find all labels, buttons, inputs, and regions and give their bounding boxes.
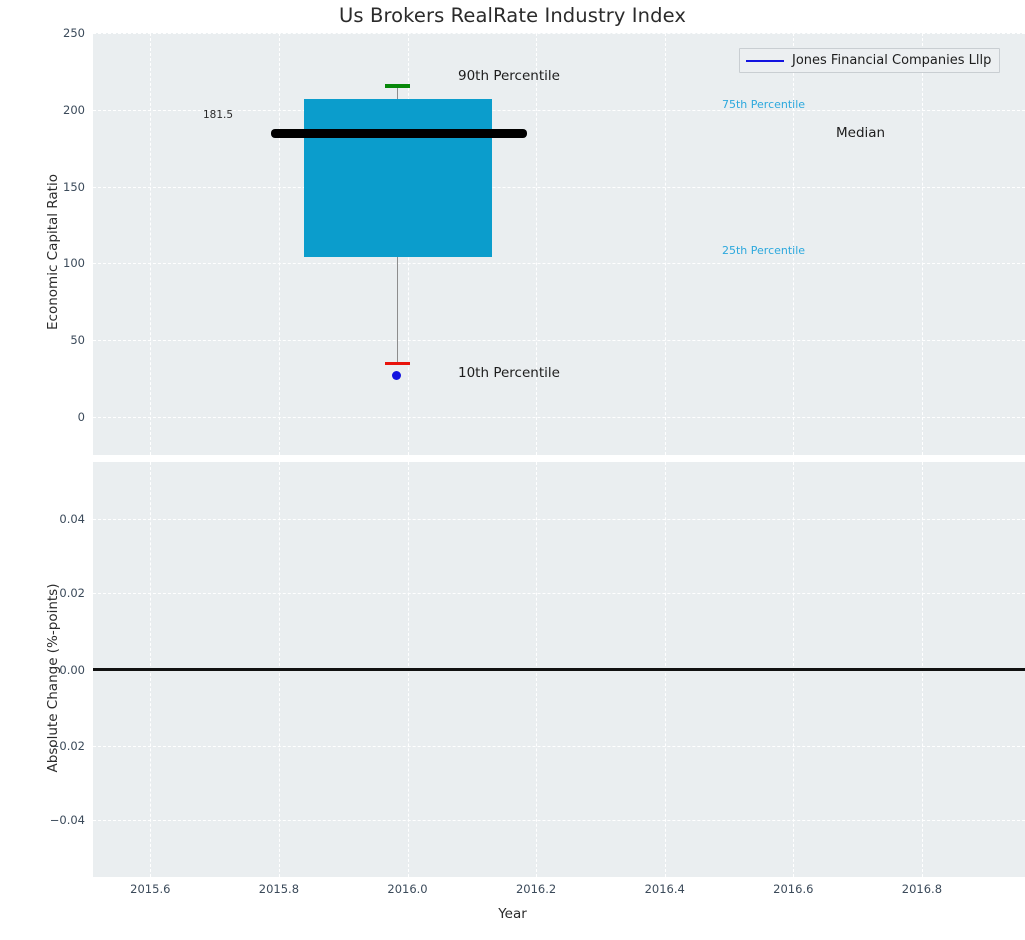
y-axis-ticks-top: 250 200 150 100 50 0 (5, 26, 85, 455)
y-tick-label: 0.04 (59, 511, 85, 526)
gridline-horizontal (93, 745, 1025, 747)
y-tick-label: 0.02 (59, 586, 85, 600)
p90-cap (384, 84, 410, 88)
x-tick-label: 2016.6 (773, 882, 814, 896)
y-tick-label: 200 (63, 102, 85, 117)
annotation-90th-percentile: 90th Percentile (458, 68, 560, 84)
gridline-horizontal (93, 820, 1025, 822)
x-tick-label: 2015.6 (130, 882, 171, 896)
legend-label: Jones Financial Companies Lllp (792, 53, 992, 68)
gridline-horizontal (93, 186, 1025, 188)
gridline-vertical (278, 33, 280, 455)
y-tick-label: 100 (63, 256, 85, 271)
annotation-25th-percentile: 25th Percentile (722, 244, 806, 257)
gridline-vertical (664, 33, 666, 455)
annotation-median: Median (836, 125, 886, 141)
gridline-vertical (150, 33, 152, 455)
legend: Jones Financial Companies Lllp (739, 48, 1001, 73)
gridline-horizontal (93, 339, 1025, 341)
y-tick-label: −0.04 (49, 813, 85, 828)
median-line (271, 129, 527, 138)
x-tick-label: 2016.2 (515, 882, 557, 896)
panel-economic-capital-ratio (93, 33, 1025, 455)
legend-line-swatch-icon (746, 59, 784, 62)
gridline-horizontal (93, 416, 1025, 418)
y-tick-label: 50 (70, 332, 85, 347)
y-axis-title-bottom: Absolute Change (%-points) (45, 583, 61, 773)
gridline-horizontal (93, 593, 1025, 594)
chart-title: Us Brokers RealRate Industry Index (339, 4, 686, 27)
y-axis-ticks-bottom: 0.04 0.02 0.00 −0.02 −0.04 (5, 462, 85, 877)
x-tick-label: 2015.8 (258, 882, 300, 896)
gridline-horizontal (93, 109, 1025, 111)
y-axis-title-top: Economic Capital Ratio (45, 174, 61, 330)
gridline-vertical (921, 33, 923, 455)
annotation-75th-percentile: 75th Percentile (722, 98, 806, 111)
y-tick-label: −0.02 (49, 738, 85, 753)
gridline-vertical (536, 33, 538, 455)
x-tick-label: 2016.8 (901, 882, 943, 896)
x-tick-label: 2016.0 (387, 882, 428, 896)
zero-reference-line (93, 668, 1025, 671)
median-value-label: 181.5 (203, 109, 234, 121)
gridline-horizontal (93, 518, 1025, 520)
gridline-horizontal (93, 263, 1025, 265)
x-axis-title: Year (498, 906, 527, 922)
y-tick-label: 150 (63, 179, 85, 194)
interquartile-box (304, 98, 492, 258)
y-tick-label: 0 (77, 409, 85, 424)
x-tick-label: 2016.4 (644, 882, 685, 896)
gridline-vertical (793, 33, 795, 455)
p10-cap (384, 361, 410, 365)
y-tick-label: 0.00 (59, 662, 85, 677)
y-tick-label: 250 (63, 26, 85, 40)
panel-absolute-change (93, 462, 1025, 877)
gridline-horizontal (93, 33, 1025, 34)
annotation-10th-percentile: 10th Percentile (458, 365, 560, 381)
company-marker (392, 370, 402, 380)
